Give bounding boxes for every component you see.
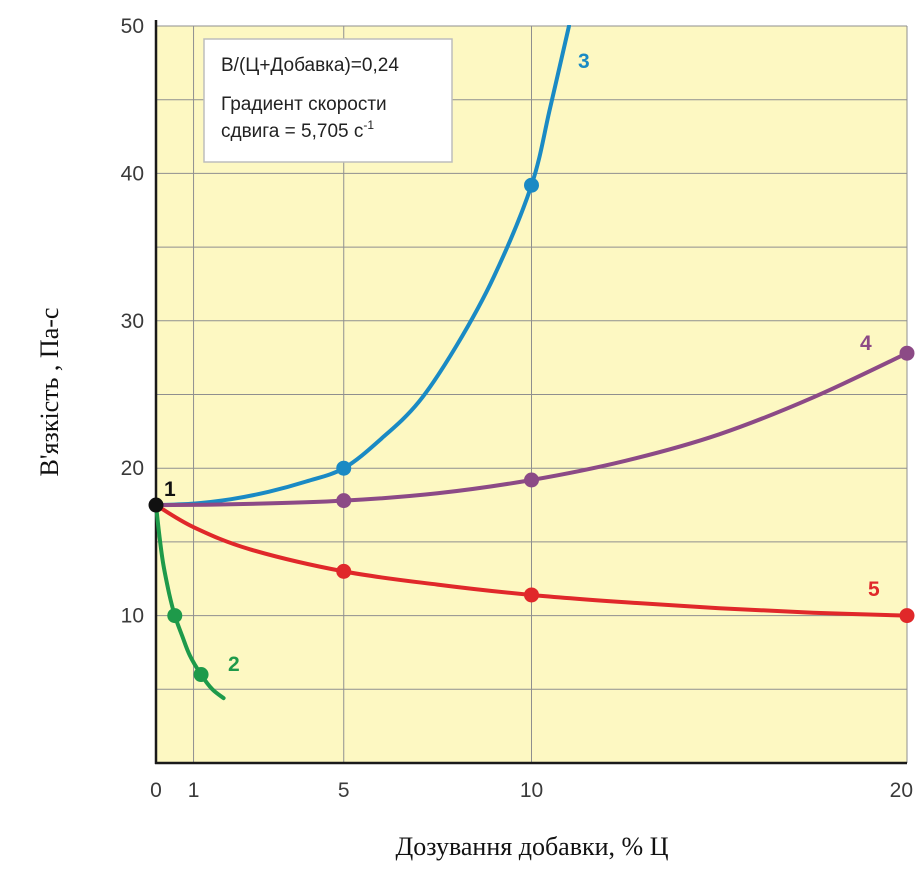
series-5-point: [336, 563, 352, 579]
series-4-label: 4: [860, 332, 872, 355]
series-labels: 2 3 4 5 1: [164, 50, 880, 676]
y-axis-title: В'язкість , Па-с: [35, 308, 64, 477]
y-tick-label: 10: [121, 605, 144, 628]
x-tick-label: 10: [520, 779, 543, 802]
series-5-point: [899, 608, 915, 624]
series-5-label: 5: [868, 578, 880, 601]
series-4: [154, 345, 915, 509]
annotation-box: В/(Ц+Добавка)=0,24 Градиент скорости сдв…: [203, 38, 453, 163]
series-5-line: [154, 503, 909, 618]
series-4-point: [524, 472, 539, 488]
x-tick-label: 5: [338, 779, 350, 802]
annotation-line-3: сдвига = 5,705 с: [221, 121, 363, 142]
start-point-label: 1: [164, 478, 176, 501]
series-5: [154, 503, 915, 624]
series-2-point: [193, 667, 209, 683]
series-2: [154, 503, 226, 701]
y-tick-label: 30: [121, 310, 144, 333]
x-tick-label: 0: [150, 779, 162, 802]
series-5-point: [524, 587, 539, 603]
annotation-line-2: Градиент скорости: [221, 94, 387, 115]
axes: [154, 20, 907, 765]
series-2-point: [167, 608, 183, 624]
y-tick-label: 50: [121, 15, 144, 38]
start-point: [148, 497, 164, 513]
x-axis-title: Дозування добавки, % Ц: [396, 832, 669, 861]
annotation-line-3-wrap: сдвига = 5,705 с-1: [221, 118, 374, 142]
series-3-label: 3: [578, 50, 590, 73]
series-4-point: [336, 493, 352, 509]
annotation-line-1: В/(Ц+Добавка)=0,24: [221, 55, 399, 76]
y-tick-label: 20: [121, 457, 144, 480]
series-4-point: [899, 345, 915, 361]
series-3-point: [524, 177, 539, 193]
x-tick-label: 20: [890, 779, 913, 802]
series: [148, 25, 915, 701]
annotation-frame: [203, 38, 453, 163]
y-tick-label: 40: [121, 162, 144, 185]
tick-labels: 10 20 30 40 50 0 1 5 10 20: [121, 15, 913, 802]
series-2-line: [154, 503, 226, 701]
series-3-line: [154, 25, 571, 508]
series-3: [154, 25, 571, 508]
series-3-point: [336, 460, 352, 476]
annotation-line-3-sup: -1: [363, 118, 374, 132]
x-tick-label: 1: [188, 779, 200, 802]
series-2-label: 2: [228, 653, 240, 676]
